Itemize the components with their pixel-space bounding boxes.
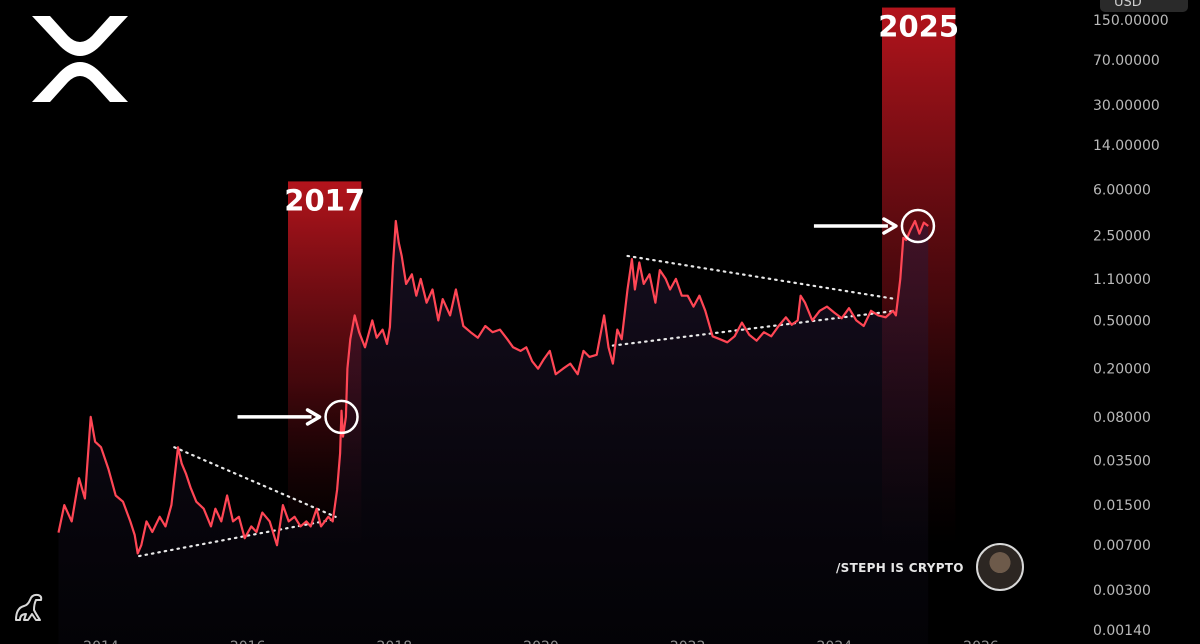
y-tick-label: 70.00000 — [1093, 53, 1160, 69]
annotation-arrowhead — [305, 408, 322, 426]
y-tick-label: 6.00000 — [1093, 183, 1151, 199]
area-layer — [58, 221, 929, 644]
y-tick-label: 150.00000 — [1093, 13, 1169, 29]
avatar-icon — [976, 543, 1024, 591]
xrp-logo-icon — [32, 16, 128, 102]
annotation-layer — [237, 208, 936, 435]
trendline-layer — [138, 254, 898, 558]
y-tick-label: 0.00140 — [1093, 623, 1151, 639]
x-axis: 2014 2016 2018 2020 2022 2024 2026 — [83, 639, 999, 644]
x-tick-label: 2026 — [963, 639, 999, 644]
y-tick-label: 0.01500 — [1093, 498, 1151, 514]
y-tick-label: 0.03500 — [1093, 453, 1151, 469]
y-tick-label: 14.00000 — [1093, 138, 1160, 154]
trendline — [626, 254, 898, 301]
x-tick-label: 2020 — [523, 639, 559, 644]
y-tick-label: 0.00300 — [1093, 583, 1151, 599]
watermark-text: /STEPH IS CRYPTO — [836, 561, 964, 575]
y-tick-label: 0.08000 — [1093, 410, 1151, 426]
annotation-circle — [324, 399, 359, 435]
y-axis: 150.00000 70.00000 30.00000 14.00000 6.00000… — [1093, 13, 1169, 639]
y-tick-label: 2.50000 — [1093, 229, 1151, 245]
trendline — [138, 517, 337, 558]
y-tick-label: 0.00700 — [1093, 538, 1151, 554]
annotation-circle — [900, 208, 936, 244]
series-line — [57, 219, 929, 555]
currency-tag[interactable]: USD — [1100, 0, 1188, 12]
x-tick-label: 2024 — [817, 639, 853, 644]
dinosaur-icon — [15, 593, 43, 621]
x-tick-label: 2018 — [377, 639, 413, 644]
series-area — [58, 221, 929, 644]
x-tick-label: 2016 — [230, 639, 266, 644]
annotation-arrowhead — [882, 217, 898, 235]
y-tick-label: 1.10000 — [1093, 272, 1151, 288]
x-tick-label: 2022 — [670, 639, 706, 644]
y-tick-label: 0.20000 — [1093, 362, 1151, 378]
series-layer — [57, 219, 929, 555]
y-tick-label: 0.50000 — [1093, 313, 1151, 329]
x-tick-label: 2014 — [83, 639, 119, 644]
highlight-label-2025: 2025 — [878, 10, 959, 44]
y-tick-label: 30.00000 — [1093, 98, 1160, 114]
highlight-label-2017: 2017 — [284, 183, 365, 217]
trendline — [611, 309, 898, 347]
